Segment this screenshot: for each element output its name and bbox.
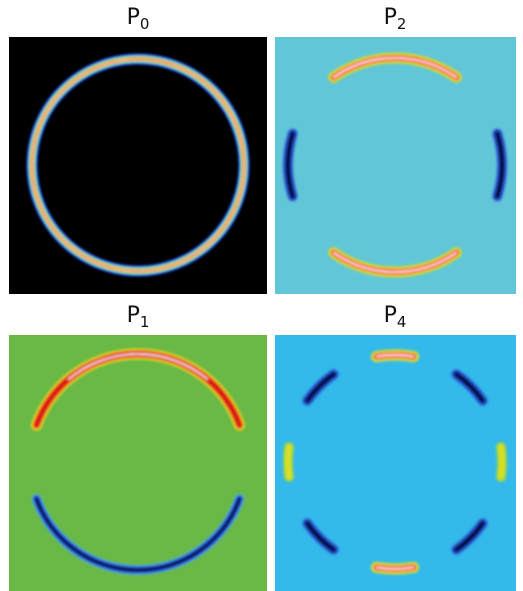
ring-stroke <box>375 354 415 358</box>
title-base: P <box>384 5 397 30</box>
ring-stroke <box>455 373 484 402</box>
title-sub: 4 <box>397 313 407 331</box>
title-sub: 2 <box>397 15 407 33</box>
panel-p0 <box>9 37 267 294</box>
ring-stroke <box>332 57 458 79</box>
panel-p4 <box>275 335 516 591</box>
ring-stroke <box>67 353 209 380</box>
title-base: P <box>127 5 140 30</box>
ring-stroke <box>455 522 484 551</box>
ring-stroke <box>35 497 241 572</box>
ring-stroke <box>497 444 505 480</box>
panel-title: P2 <box>384 5 407 33</box>
ring-stroke <box>332 251 458 273</box>
panel-p2 <box>275 37 516 294</box>
ring-stroke <box>306 522 335 551</box>
panel-title: P0 <box>127 5 150 33</box>
ring-stroke <box>31 58 245 272</box>
title-sub: 1 <box>140 313 150 331</box>
title-base: P <box>127 303 140 328</box>
title-base: P <box>384 303 397 328</box>
ring-stroke <box>285 444 293 480</box>
ring-stroke <box>306 373 335 402</box>
panel-title: P1 <box>127 303 150 331</box>
rings <box>26 52 507 575</box>
panel-title: P4 <box>384 303 407 331</box>
ring-stroke <box>375 566 415 570</box>
title-sub: 0 <box>140 15 150 33</box>
ring-stroke <box>496 132 504 198</box>
ring-stroke <box>286 132 294 198</box>
panel-p1 <box>9 335 267 591</box>
